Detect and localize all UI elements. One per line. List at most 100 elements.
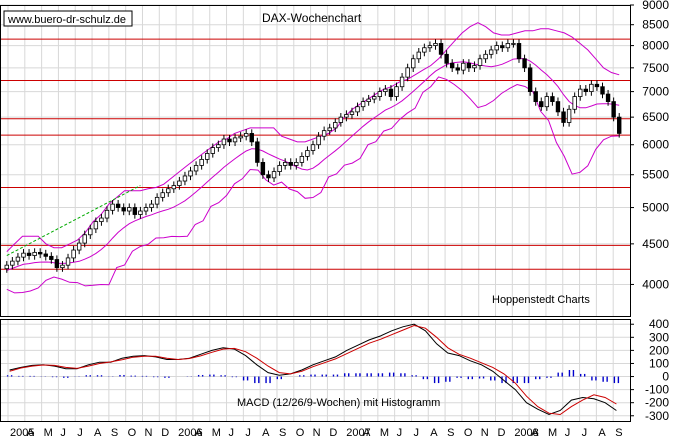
bollinger-bands xyxy=(6,22,620,294)
macd-panel xyxy=(6,323,620,416)
time-axis-tick-label: N xyxy=(481,427,489,439)
time-axis-tick-label: A xyxy=(598,427,606,439)
time-axis-tick-label: J xyxy=(397,427,403,439)
candle-body xyxy=(500,45,505,49)
candle-body xyxy=(249,133,254,143)
candle-body xyxy=(377,91,383,97)
candlesticks xyxy=(4,39,622,273)
candle-body xyxy=(177,180,182,186)
candle-body xyxy=(138,210,143,215)
price-axis-tick-label: 8500 xyxy=(642,18,669,32)
candle-body xyxy=(205,153,210,160)
macd-axis-tick-label: 400 xyxy=(649,317,669,331)
candle-body xyxy=(49,255,54,260)
candle-body xyxy=(199,158,204,166)
candle-body xyxy=(617,116,622,134)
time-axis-tick-label: M xyxy=(548,427,557,439)
candle-body xyxy=(344,114,349,118)
time-axis-tick-label: J xyxy=(245,427,251,439)
candle-body xyxy=(127,207,132,212)
candle-body xyxy=(505,43,511,49)
candle-body xyxy=(271,171,277,179)
candle-body xyxy=(316,135,321,146)
candle-body xyxy=(149,203,154,208)
price-axis-tick-label: 6500 xyxy=(642,110,669,124)
time-axis-tick-label: S xyxy=(279,427,286,439)
candle-body xyxy=(310,144,316,151)
panel-frames xyxy=(0,5,631,422)
time-axis-tick-label: O xyxy=(464,427,473,439)
price-axis-tick-label: 7000 xyxy=(642,85,669,99)
time-axis-tick-label: A xyxy=(27,427,35,439)
time-axis-tick-label: M xyxy=(44,427,53,439)
candle-body xyxy=(533,91,538,102)
candle-body xyxy=(338,116,344,123)
time-axis-tick-label: S xyxy=(615,427,622,439)
candle-body xyxy=(561,111,566,123)
time-axis-tick-label: A xyxy=(531,427,539,439)
candle-body xyxy=(511,43,516,45)
candle-body xyxy=(26,252,32,256)
macd-axis-tick-label: -200 xyxy=(645,396,669,410)
price-axis-tick-label: 5500 xyxy=(642,168,669,182)
time-axis-tick-label: J xyxy=(565,427,571,439)
price-axis: 4000 4500 5000 5500 6000 6500 7000 7500 8000 8500… xyxy=(630,0,669,291)
time-axis-tick-label: N xyxy=(144,427,152,439)
price-axis-tick-label: 4500 xyxy=(642,237,669,251)
candle-body xyxy=(193,165,199,172)
candle-body xyxy=(104,209,110,219)
time-axis-tick-label: A xyxy=(430,427,438,439)
candle-body xyxy=(449,62,455,69)
candle-body xyxy=(166,188,171,194)
candle-body xyxy=(216,144,221,149)
candle-body xyxy=(4,264,9,270)
macd-axis-tick-label: 200 xyxy=(649,343,669,357)
candle-body xyxy=(154,196,160,205)
price-axis-tick-label: 6000 xyxy=(642,138,669,152)
grid-lines xyxy=(0,4,630,421)
candle-body xyxy=(294,161,299,166)
time-axis-tick-label: J xyxy=(413,427,419,439)
time-axis-tick-label: S xyxy=(111,427,118,439)
candle-body xyxy=(355,106,360,113)
time-axis-tick-label: D xyxy=(329,427,337,439)
chart-title: DAX-Wochenchart xyxy=(262,11,362,25)
candle-body xyxy=(132,207,138,215)
macd-panel-frame xyxy=(0,319,631,422)
candle-body xyxy=(321,130,327,137)
time-axis-tick-label: A xyxy=(363,427,371,439)
candle-body xyxy=(383,88,388,93)
candle-body xyxy=(466,62,472,69)
candle-body xyxy=(260,161,266,176)
candle-body xyxy=(32,251,37,256)
candle-body xyxy=(589,83,594,93)
candle-body xyxy=(394,86,399,97)
candle-body xyxy=(299,156,305,163)
candle-body xyxy=(550,96,555,102)
candle-body xyxy=(399,76,405,88)
candle-body xyxy=(282,161,288,166)
time-axis-tick-label: A xyxy=(195,427,203,439)
candle-body xyxy=(305,150,310,157)
candle-body xyxy=(438,43,444,55)
candle-body xyxy=(110,203,115,211)
macd-axis-tick-label: 0 xyxy=(662,370,669,384)
candle-body xyxy=(54,259,60,269)
candle-body xyxy=(488,49,494,55)
macd-axis-tick-label: 300 xyxy=(649,330,669,344)
candle-body xyxy=(605,93,611,102)
price-axis-tick-label: 4000 xyxy=(642,277,669,291)
candle-body xyxy=(21,252,26,258)
candle-body xyxy=(277,165,282,172)
candle-body xyxy=(461,62,466,71)
candle-body xyxy=(266,174,271,179)
candle-body xyxy=(93,221,99,230)
watermark: www.buero-dr-schulz.de xyxy=(7,14,126,26)
candle-body xyxy=(255,141,260,163)
candle-body xyxy=(65,257,71,266)
candle-body xyxy=(182,175,188,182)
time-axis-tick-label: 2008 xyxy=(514,427,538,439)
candle-body xyxy=(594,83,600,88)
